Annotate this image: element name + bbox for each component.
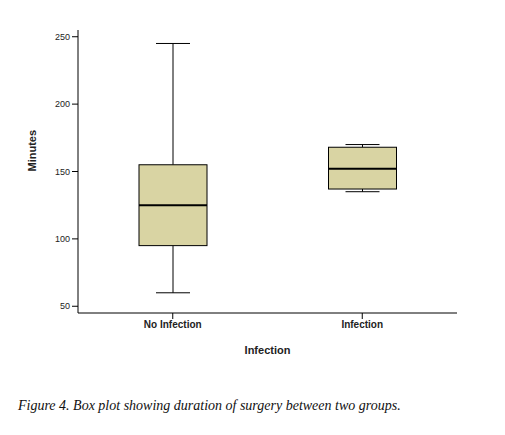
svg-text:No Infection: No Infection bbox=[144, 319, 202, 330]
svg-text:Minutes: Minutes bbox=[26, 130, 38, 172]
svg-text:100: 100 bbox=[55, 234, 70, 244]
svg-text:150: 150 bbox=[55, 167, 70, 177]
svg-text:Infection: Infection bbox=[341, 319, 383, 330]
html-text:Figure 4. Box plot showing dur: Figure 4. Box plot showing duration of s… bbox=[18, 398, 401, 413]
svg-text:200: 200 bbox=[55, 99, 70, 109]
svg-text:50: 50 bbox=[60, 301, 70, 311]
svg-text:250: 250 bbox=[55, 32, 70, 42]
svg-text:Infection: Infection bbox=[245, 344, 291, 356]
